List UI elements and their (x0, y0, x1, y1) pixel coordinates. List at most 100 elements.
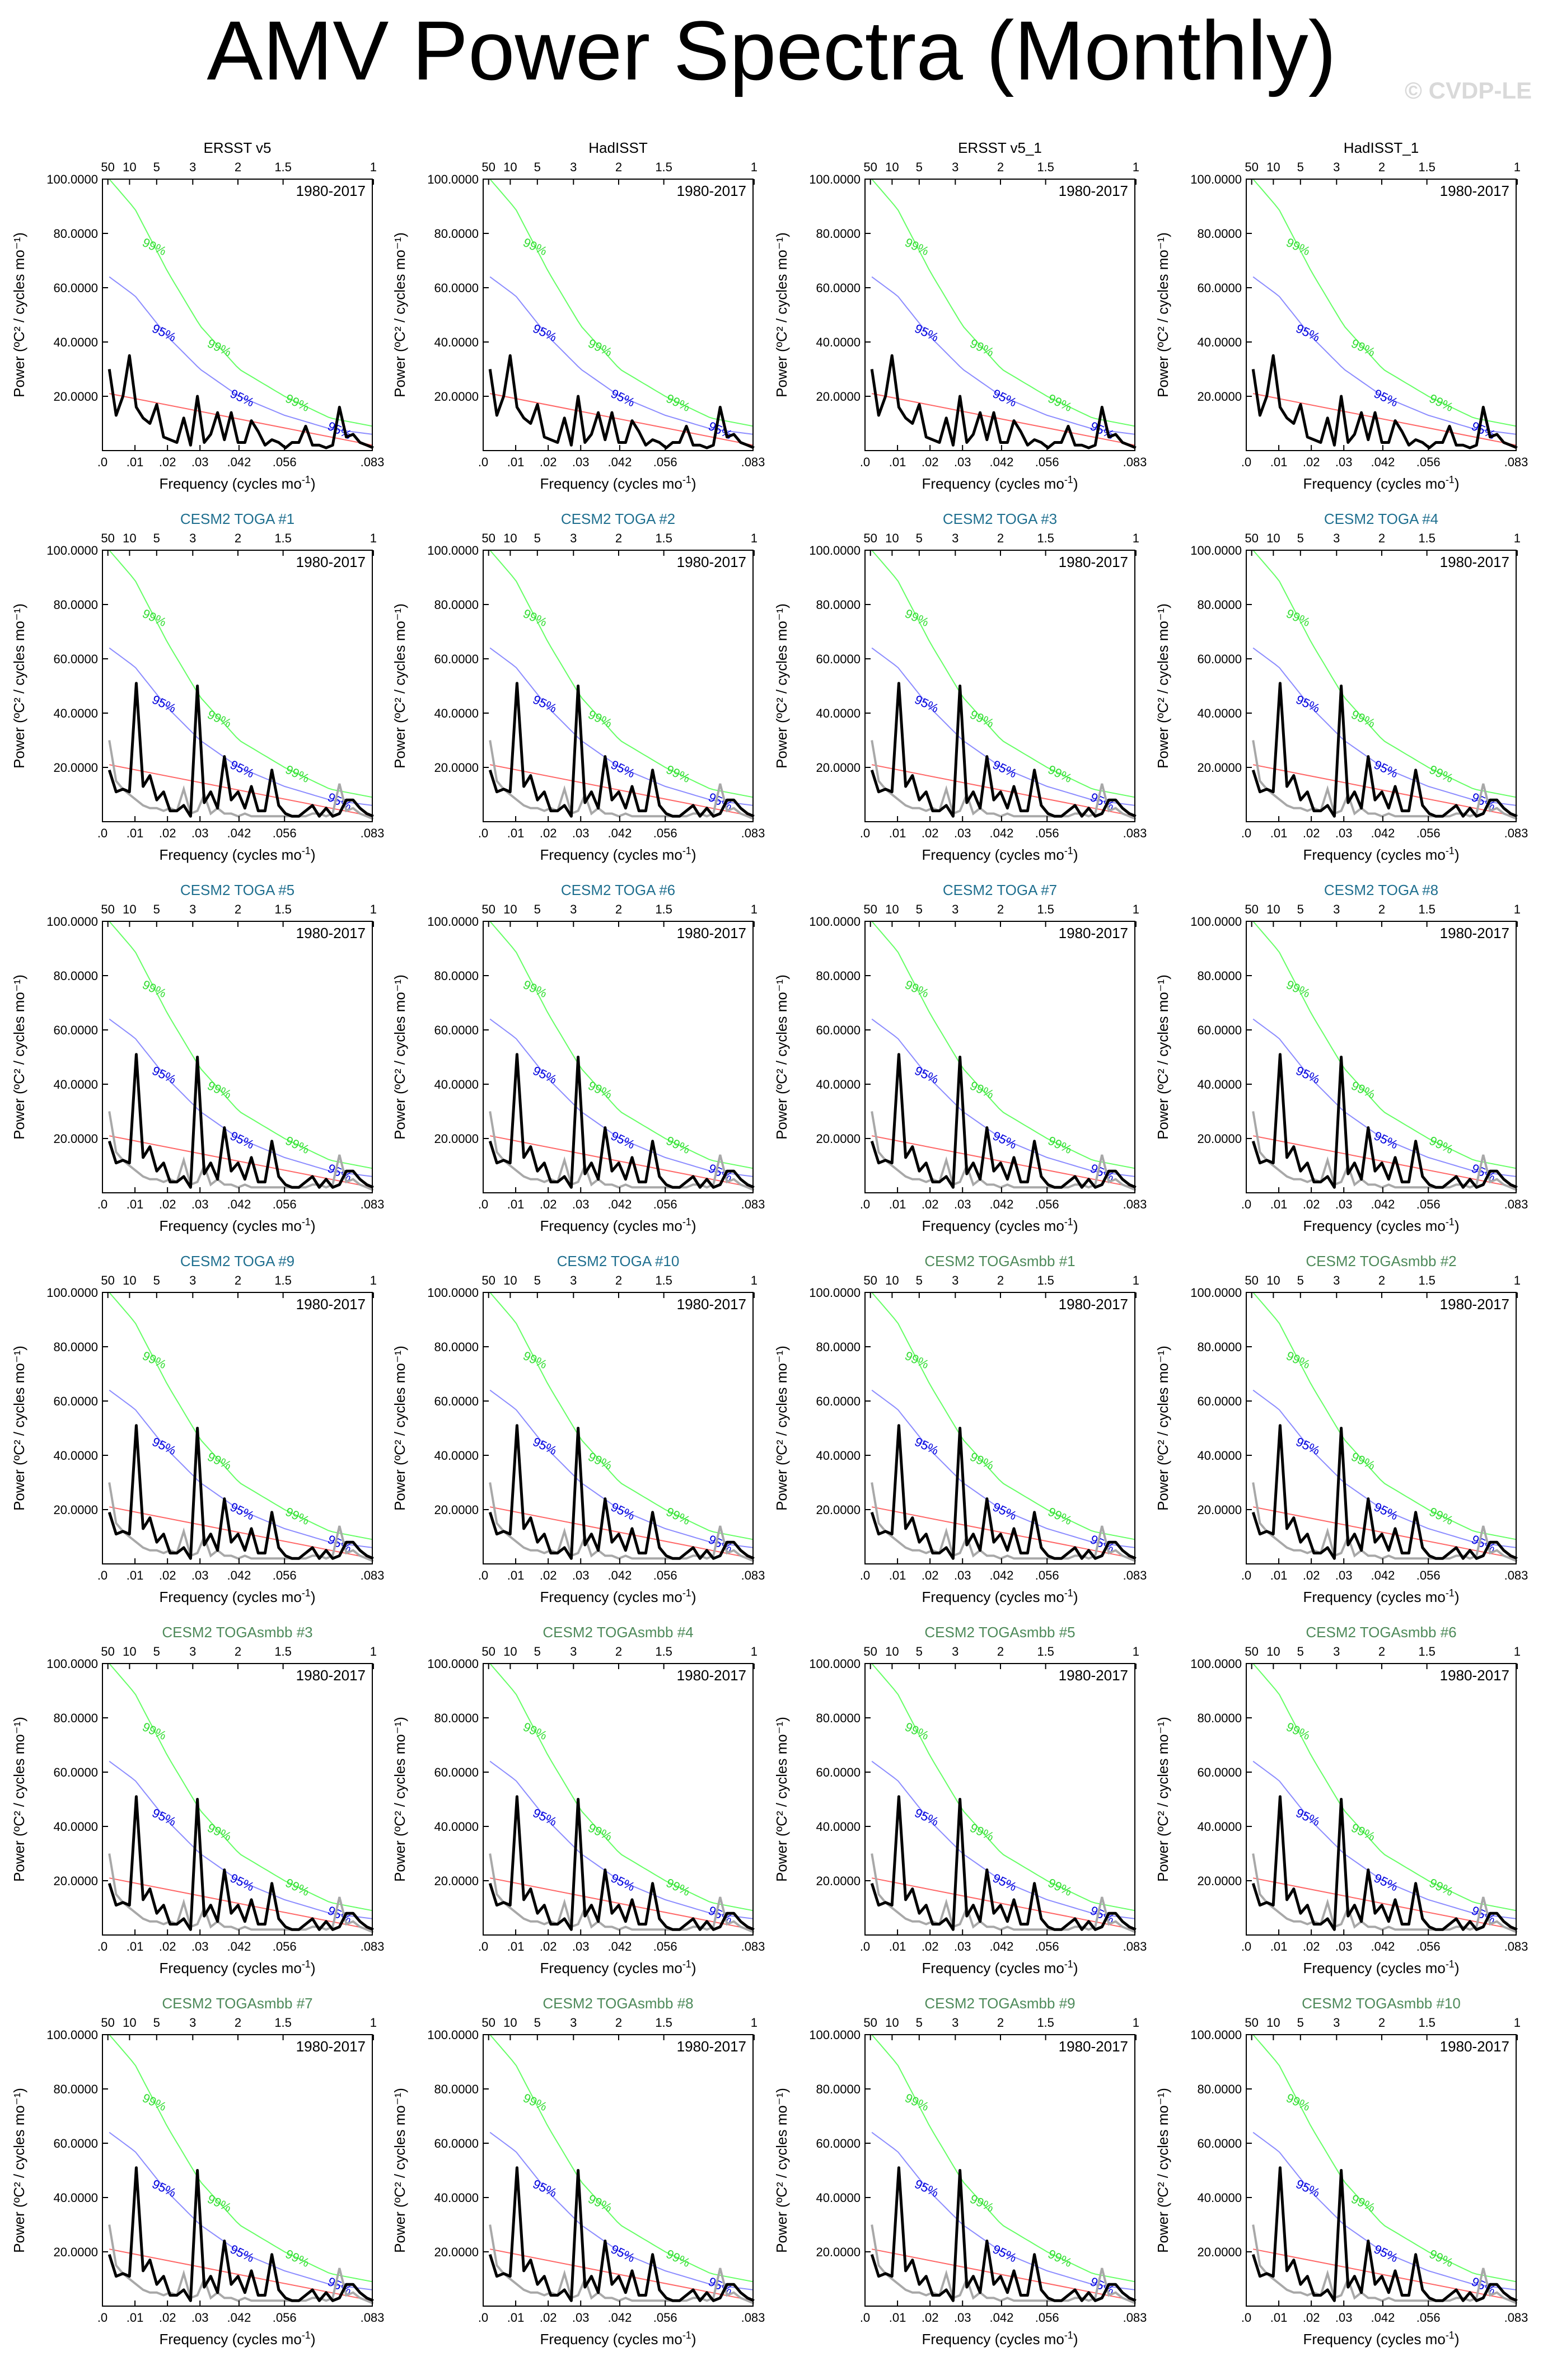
x-tick-label: .0 (478, 826, 488, 840)
top-tick-label: 50 (863, 1273, 877, 1287)
x-tick-label: .042 (607, 826, 632, 840)
x-tick-label: .01 (127, 2311, 144, 2325)
x-axis-label: Frequency (cycles mo-1) (922, 474, 1078, 492)
x-tick-label: .0 (97, 2311, 107, 2325)
ci99-label: 99% (664, 1133, 692, 1156)
y-tick-label: 60.0000 (1197, 1394, 1242, 1408)
ci95-label: 95% (1294, 1435, 1322, 1458)
observed-spectrum-overlay (1252, 740, 1518, 821)
power-spectrum-line (870, 1424, 1137, 1560)
top-tick-label: 2 (997, 531, 1004, 545)
top-tick-label: 1.5 (274, 160, 292, 174)
y-tick-label: 100.0000 (427, 172, 479, 186)
x-tick-label: .01 (889, 1939, 906, 1953)
x-tick-label: .056 (1035, 1197, 1059, 1211)
top-tick-label: 50 (481, 531, 495, 545)
y-axis-label: Power (ºC² / cycles mo⁻¹) (391, 603, 408, 769)
panel-title: ERSST v5_1 (958, 139, 1042, 156)
ci95-label: 95% (1372, 1871, 1400, 1894)
y-tick-label: 60.0000 (1197, 1023, 1242, 1037)
plot-frame (864, 179, 1135, 451)
observed-spectrum-overlay (108, 740, 374, 821)
panel-title: CESM2 TOGAsmbb #7 (162, 1995, 312, 2012)
x-tick-label: .083 (1504, 826, 1528, 840)
top-tick-label: 10 (885, 1273, 899, 1287)
y-axis-label: Power (ºC² / cycles mo⁻¹) (1154, 2088, 1171, 2253)
top-tick-label: 2 (997, 1273, 1004, 1287)
ci95-label: 95% (1294, 692, 1322, 715)
y-axis-label: Power (ºC² / cycles mo⁻¹) (773, 603, 790, 769)
x-tick-label: .03 (191, 1568, 209, 1582)
y-tick-label: 60.0000 (434, 1394, 479, 1408)
x-tick-label: .083 (1504, 455, 1528, 469)
power-spectrum-line (1251, 2166, 1518, 2302)
y-tick-label: 100.0000 (809, 544, 861, 557)
period-label: 1980-2017 (1059, 1667, 1128, 1684)
top-tick-label: 1.5 (274, 531, 292, 545)
ci95-label: 95% (609, 1500, 637, 1522)
top-tick-label: 5 (916, 902, 923, 916)
ci99-curve (1252, 921, 1517, 1169)
top-tick-label: 3 (952, 1273, 958, 1287)
spectrum-panel: HadISST99%99%99%95%95%95%1980-2017.0.01.… (391, 139, 765, 492)
top-tick-label: 2 (235, 1273, 241, 1287)
top-tick-label: 5 (916, 1645, 923, 1658)
top-tick-label: 1 (370, 902, 377, 916)
x-tick-label: .0 (478, 1939, 488, 1953)
top-tick-label: 3 (1333, 1645, 1340, 1658)
y-tick-label: 100.0000 (46, 1286, 98, 1300)
top-tick-label: 1 (1514, 1645, 1521, 1658)
x-tick-label: .083 (1504, 1939, 1528, 1953)
x-tick-label: .056 (1035, 1939, 1059, 1953)
x-tick-label: .056 (1035, 2311, 1059, 2325)
ci95-label: 95% (1294, 1806, 1322, 1829)
y-axis-label: Power (ºC² / cycles mo⁻¹) (11, 603, 27, 769)
power-spectrum-line (1251, 682, 1518, 818)
ci99-label: 99% (205, 1450, 233, 1473)
y-tick-label: 60.0000 (434, 1023, 479, 1037)
top-tick-label: 2 (235, 1645, 241, 1658)
x-tick-label: .042 (989, 1939, 1013, 1953)
red-noise-line (1253, 1877, 1517, 1931)
ci99-label: 99% (1349, 2192, 1377, 2215)
ci99-label: 99% (1046, 1505, 1074, 1528)
period-label: 1980-2017 (677, 182, 746, 199)
x-tick-label: .02 (1303, 1568, 1320, 1582)
x-tick-label: .0 (97, 1197, 107, 1211)
x-tick-label: .02 (540, 1568, 557, 1582)
x-tick-label: .083 (1504, 2311, 1528, 2325)
ci95-label: 95% (150, 692, 178, 715)
top-tick-label: 3 (1333, 531, 1340, 545)
top-tick-label: 5 (1297, 1645, 1304, 1658)
x-tick-label: .056 (273, 826, 297, 840)
ci99-label: 99% (521, 1348, 549, 1371)
observed-spectrum-overlay (1252, 1853, 1518, 1934)
y-tick-label: 100.0000 (46, 172, 98, 186)
power-spectrum-line (107, 682, 374, 818)
top-tick-label: 10 (503, 1273, 517, 1287)
power-spectrum-line (870, 1795, 1137, 1931)
top-tick-label: 5 (153, 160, 160, 174)
plot-frame (102, 179, 373, 451)
observed-spectrum-overlay (489, 1111, 755, 1192)
ci99-label: 99% (968, 2192, 996, 2215)
x-tick-label: .0 (860, 1197, 870, 1211)
x-tick-label: .01 (1270, 826, 1288, 840)
top-tick-label: 50 (863, 531, 877, 545)
x-tick-label: .03 (572, 1939, 590, 1953)
top-tick-label: 3 (952, 902, 958, 916)
ci95-curve (871, 276, 1135, 435)
top-tick-label: 1 (751, 531, 758, 545)
x-tick-label: .03 (572, 455, 590, 469)
ci95-label: 95% (990, 386, 1018, 409)
ci99-label: 99% (1427, 1876, 1455, 1899)
ci95-curve (871, 1760, 1135, 1919)
spectrum-panel: CESM2 TOGAsmbb #1099%99%99%95%95%95%1980… (1154, 1995, 1528, 2348)
x-tick-label: .01 (507, 455, 525, 469)
top-tick-label: 1 (370, 1273, 377, 1287)
ci99-curve (871, 2034, 1135, 2283)
y-tick-label: 20.0000 (53, 1132, 98, 1146)
top-tick-label: 3 (1333, 160, 1340, 174)
red-noise-line (490, 1506, 754, 1559)
